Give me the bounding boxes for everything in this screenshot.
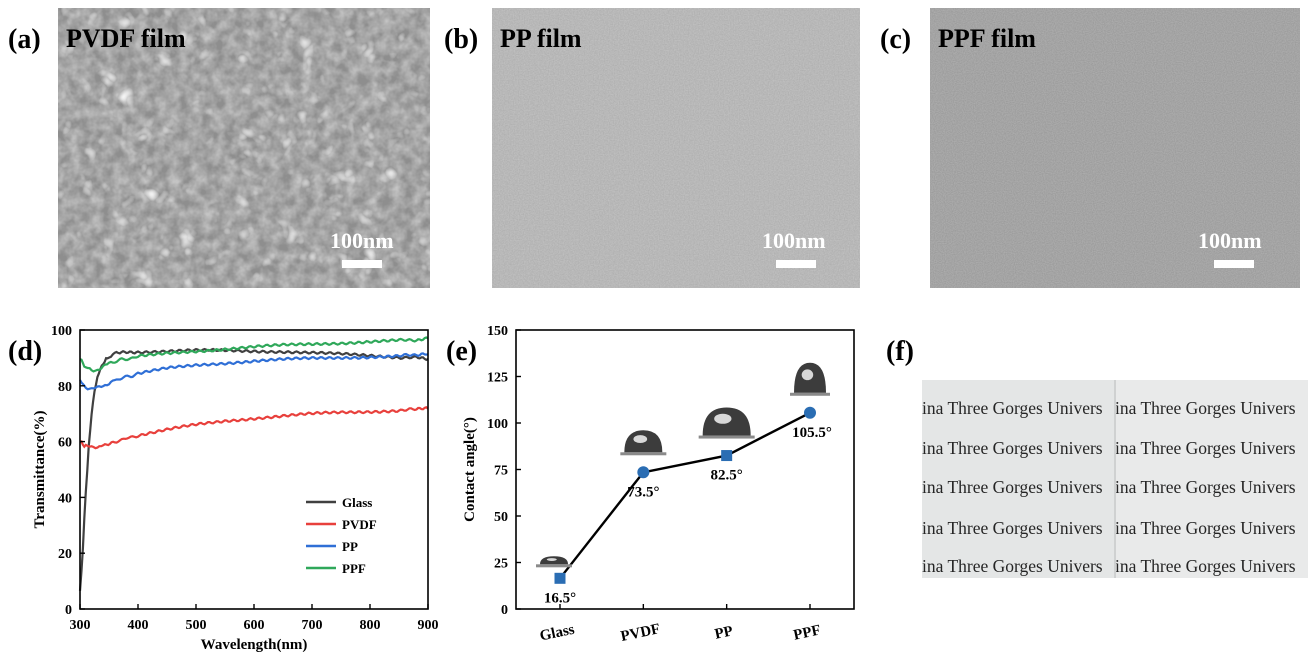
y-tick-label: 20 xyxy=(58,547,72,562)
sem-texture-pp xyxy=(492,8,860,288)
photo-text-row: ina Three Gorges Univers xyxy=(922,398,1103,418)
panel-f-label: (f) xyxy=(886,336,914,367)
y-tick-label: 25 xyxy=(494,557,508,572)
photo-text-row: ina Three Gorges Univers xyxy=(922,556,1103,576)
panel-d-label: (d) xyxy=(8,336,43,367)
droplet-surface xyxy=(698,435,755,439)
y-tick-label: 0 xyxy=(501,603,508,618)
y-tick-label: 100 xyxy=(487,417,508,432)
data-marker xyxy=(554,572,566,584)
panel-e-label: (e) xyxy=(446,336,478,367)
film-photo: ina Three Gorges Univers ina Three Gorge… xyxy=(922,380,1308,578)
data-marker xyxy=(721,450,733,462)
photo-text-row: ina Three Gorges Univers xyxy=(922,438,1103,458)
photo-right-half: ina Three Gorges Univers ina Three Gorge… xyxy=(1115,380,1308,578)
y-tick-label: 40 xyxy=(58,491,72,506)
series-line-glass xyxy=(78,347,429,591)
connecting-line xyxy=(559,411,811,580)
droplet-surface xyxy=(790,392,830,396)
photo-left-half: ina Three Gorges Univers ina Three Gorge… xyxy=(922,380,1115,578)
y-tick-label: 60 xyxy=(58,436,72,451)
photo-text-row: ina Three Gorges Univers xyxy=(1115,556,1296,576)
droplet-highlight xyxy=(714,413,732,424)
photo-text-row: ina Three Gorges Univers xyxy=(1115,518,1296,538)
data-marker xyxy=(637,466,650,479)
sem-image-ppf: PPF film 100nm xyxy=(930,8,1300,288)
data-label: 16.5° xyxy=(544,590,576,606)
sem-title-pvdf: PVDF film xyxy=(66,24,186,53)
y-tick-label: 75 xyxy=(494,464,508,479)
y-tick-label: 80 xyxy=(58,380,72,395)
x-tick-label: 800 xyxy=(360,618,381,633)
data-label: 73.5° xyxy=(627,484,659,500)
droplet-surface xyxy=(620,452,667,456)
y-tick-label: 50 xyxy=(494,510,508,525)
contact-angle-chart: 0 25 50 75 100 125 150 Contact angle(°) Glass PVD… xyxy=(462,324,855,645)
droplet-image xyxy=(790,362,830,396)
data-label: 82.5° xyxy=(711,468,743,484)
legend-label-pvdf: PVDF xyxy=(342,517,377,532)
film-edge-line xyxy=(1114,380,1116,578)
x-tick-label: 600 xyxy=(244,618,265,633)
x-tick-label: 300 xyxy=(70,618,91,633)
x-tick-label: PVDF xyxy=(619,621,661,645)
y-axis-title: Contact angle(°) xyxy=(462,417,478,522)
legend-label-glass: Glass xyxy=(342,495,372,510)
y-tick-label: 0 xyxy=(65,603,72,618)
legend-label-ppf: PPF xyxy=(342,561,366,576)
scale-label-pp: 100nm xyxy=(762,228,826,253)
droplet-highlight xyxy=(801,369,814,381)
droplet-image xyxy=(536,556,572,568)
x-tick-label: PPF xyxy=(792,622,822,643)
photo-text-row: ina Three Gorges Univers xyxy=(1115,477,1296,497)
x-tick-label: Glass xyxy=(538,622,576,645)
sem-texture-pvdf xyxy=(58,8,430,288)
x-tick-label: 900 xyxy=(418,618,439,633)
panel-a-label: (a) xyxy=(8,24,41,55)
x-tick-label: 400 xyxy=(128,618,149,633)
plot-frame xyxy=(79,329,429,610)
y-axis-title: Transmittance(%) xyxy=(32,410,48,528)
x-tick-label: 700 xyxy=(302,618,323,633)
series-line-pp xyxy=(79,352,429,391)
scale-bar-ppf xyxy=(1214,260,1254,268)
data-label: 105.5° xyxy=(792,425,832,441)
photo-text-row: ina Three Gorges Univers xyxy=(1115,438,1296,458)
y-tick-label: 100 xyxy=(51,324,72,339)
sem-image-pvdf: PVDF film 100nm xyxy=(58,8,430,288)
transmittance-chart: 300 400 500 600 700 800 900 0 20 40 60 80 100 Wavelen… xyxy=(32,324,439,652)
x-tick-label: PP xyxy=(713,623,734,642)
photo-text-row: ina Three Gorges Univers xyxy=(1115,398,1296,418)
droplet-image xyxy=(620,430,667,456)
scale-bar-pvdf xyxy=(342,260,382,268)
legend-label-pp: PP xyxy=(342,539,358,554)
x-tick-label: 500 xyxy=(186,618,207,633)
sem-title-ppf: PPF film xyxy=(938,24,1036,53)
sem-texture-ppf xyxy=(930,8,1300,288)
photo-text-row: ina Three Gorges Univers xyxy=(922,518,1103,538)
photo-text-row: ina Three Gorges Univers xyxy=(922,477,1103,497)
sem-image-pp: PP film 100nm xyxy=(492,8,860,288)
panel-b-label: (b) xyxy=(444,24,479,55)
y-tick-label: 125 xyxy=(487,371,508,386)
droplet-highlight xyxy=(633,435,648,444)
panel-c-label: (c) xyxy=(880,24,912,55)
series-line-pvdf xyxy=(79,406,429,450)
scale-label-pvdf: 100nm xyxy=(330,228,394,253)
data-marker xyxy=(804,406,816,419)
series-line-ppf xyxy=(79,336,429,373)
y-tick-label: 150 xyxy=(487,324,508,339)
scale-bar-pp xyxy=(776,260,816,268)
droplet-surface xyxy=(536,564,572,568)
droplet-image xyxy=(698,407,755,439)
droplet-highlight xyxy=(546,558,557,561)
sem-title-pp: PP film xyxy=(500,24,582,53)
scale-label-ppf: 100nm xyxy=(1198,228,1262,253)
x-axis-title: Wavelength(nm) xyxy=(201,637,308,652)
